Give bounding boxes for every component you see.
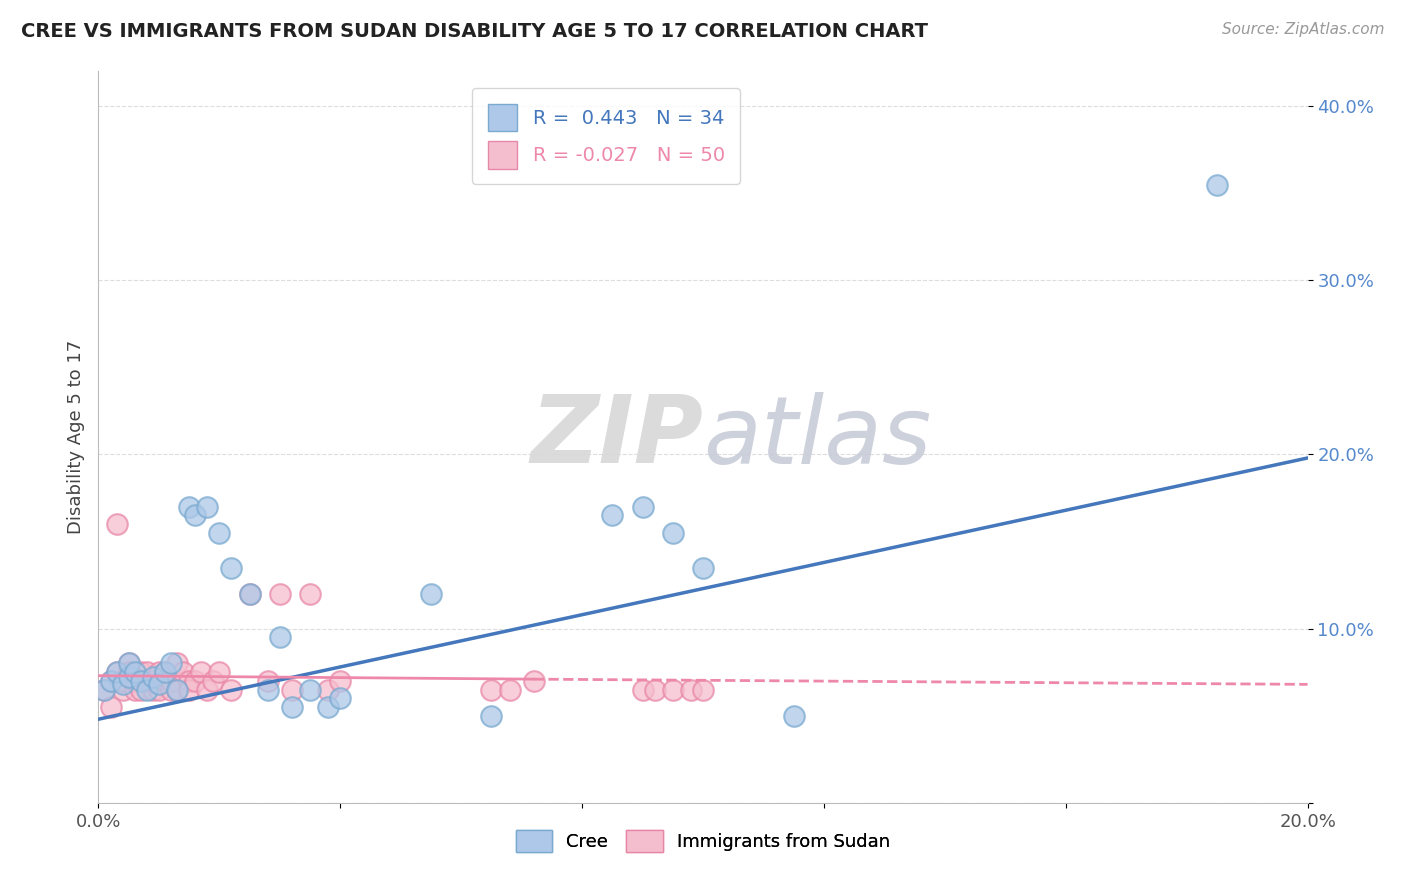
Point (269, 587, 291, 601)
Point (166, 657, 188, 671)
Point (661, 525, 683, 540)
Point (316, 682, 339, 697)
Point (118, 670, 141, 684)
Point (153, 665, 176, 680)
Point (111, 682, 134, 697)
Point (100, 673, 122, 688)
Point (1206, 178, 1229, 192)
Point (124, 682, 146, 697)
Point (172, 665, 194, 680)
Point (153, 665, 176, 680)
Point (160, 682, 183, 697)
Point (256, 673, 278, 688)
Point (142, 673, 165, 688)
Point (631, 500, 654, 514)
Point (135, 665, 157, 680)
Point (679, 682, 702, 697)
Point (148, 682, 170, 697)
Text: atlas: atlas (703, 392, 931, 483)
Point (129, 673, 152, 688)
Point (148, 665, 170, 680)
Point (523, 673, 546, 688)
Point (118, 657, 141, 671)
Point (124, 673, 146, 688)
Point (221, 682, 243, 697)
Y-axis label: Disability Age 5 to 17: Disability Age 5 to 17 (66, 340, 84, 534)
Point (299, 682, 322, 697)
Point (179, 500, 201, 514)
Point (129, 665, 152, 680)
Point (783, 708, 806, 723)
Point (299, 587, 322, 601)
Point (118, 665, 141, 680)
Point (135, 682, 157, 697)
Point (602, 508, 624, 523)
Point (631, 682, 654, 697)
Point (316, 700, 339, 714)
Point (124, 665, 146, 680)
Point (160, 673, 183, 688)
Text: Source: ZipAtlas.com: Source: ZipAtlas.com (1222, 22, 1385, 37)
Text: CREE VS IMMIGRANTS FROM SUDAN DISABILITY AGE 5 TO 17 CORRELATION CHART: CREE VS IMMIGRANTS FROM SUDAN DISABILITY… (21, 22, 928, 41)
Point (111, 677, 134, 691)
Point (329, 691, 352, 706)
Point (142, 682, 165, 697)
Point (93, 682, 115, 697)
Point (148, 677, 170, 691)
Point (281, 682, 304, 697)
Point (661, 682, 683, 697)
Point (184, 508, 207, 523)
Point (100, 700, 122, 714)
Legend: Cree, Immigrants from Sudan: Cree, Immigrants from Sudan (509, 823, 897, 860)
Point (498, 682, 520, 697)
Point (160, 657, 183, 671)
Point (195, 500, 218, 514)
Point (420, 587, 443, 601)
Point (105, 665, 128, 680)
Point (129, 682, 152, 697)
Point (135, 673, 157, 688)
Point (221, 560, 243, 574)
Point (105, 517, 128, 532)
Point (166, 682, 188, 697)
Point (481, 682, 503, 697)
Point (269, 631, 291, 645)
Point (111, 673, 134, 688)
Point (179, 682, 201, 697)
Point (239, 587, 262, 601)
Point (190, 665, 212, 680)
Point (118, 657, 141, 671)
Point (239, 587, 262, 601)
Point (644, 682, 666, 697)
Point (118, 665, 141, 680)
Point (208, 525, 231, 540)
Point (93, 682, 115, 697)
Point (166, 682, 188, 697)
Point (481, 708, 503, 723)
Point (208, 665, 231, 680)
Point (692, 682, 714, 697)
Point (329, 673, 352, 688)
Point (692, 560, 714, 574)
Point (202, 673, 225, 688)
Point (184, 673, 207, 688)
Point (281, 700, 304, 714)
Point (195, 682, 218, 697)
Point (153, 673, 176, 688)
Point (179, 673, 201, 688)
Point (105, 665, 128, 680)
Point (256, 682, 278, 697)
Text: ZIP: ZIP (530, 391, 703, 483)
Point (100, 673, 122, 688)
Point (142, 670, 165, 684)
